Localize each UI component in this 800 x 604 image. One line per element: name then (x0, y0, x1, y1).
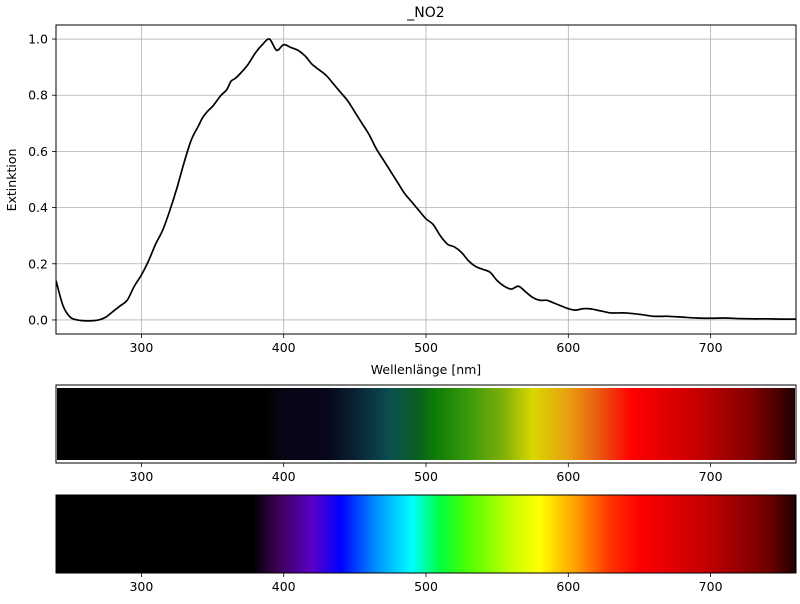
series-layer (56, 38, 796, 322)
x-axis-label: Wellenlänge [nm] (371, 362, 481, 377)
strip-gradient (57, 388, 795, 460)
y-tick-label: 0.6 (28, 144, 48, 159)
y-tick-label: 0.4 (28, 200, 48, 215)
x-tick-label: 700 (699, 579, 723, 594)
y-axis-label: Extinktion (4, 149, 19, 212)
x-tick-label: 600 (556, 340, 580, 355)
x-tick-label: 700 (699, 340, 723, 355)
y-tick-label: 0.0 (28, 312, 48, 327)
y-tick-label: 0.2 (28, 256, 48, 271)
y-tick-label: 1.0 (28, 32, 48, 47)
x-tick-label: 700 (699, 469, 723, 484)
x-tick-label: 400 (272, 340, 296, 355)
strip-gradient (56, 495, 796, 573)
x-tick-label: 400 (272, 469, 296, 484)
strip-x-ticks: 300 400 500 600 700 (129, 463, 723, 484)
strip-x-ticks: 300 400 500 600 700 (129, 573, 723, 594)
x-tick-label: 400 (272, 579, 296, 594)
y-tick-label: 0.8 (28, 88, 48, 103)
x-tick-label: 500 (414, 469, 438, 484)
x-tick-label: 300 (129, 340, 153, 355)
grid-lines (56, 25, 796, 334)
series-line (56, 38, 796, 322)
absorption-spectrum-strip: 300 400 500 600 700 (55, 384, 797, 484)
x-tick-label: 500 (414, 579, 438, 594)
x-axis-ticks: 300 400 500 600 700 (129, 334, 723, 355)
absorption-line-chart: 300 400 500 600 700 0.00.20.40.60.81.0 _NO2 … (4, 5, 797, 377)
x-tick-label: 500 (414, 340, 438, 355)
x-tick-label: 300 (129, 469, 153, 484)
reference-spectrum-strip: 300 400 500 600 700 (55, 494, 797, 594)
chart-title: _NO2 (406, 5, 444, 21)
x-tick-label: 300 (129, 579, 153, 594)
x-tick-label: 600 (556, 469, 580, 484)
y-axis-ticks: 0.0 0.2 0.4 0.6 0.8 1.0 (28, 32, 56, 327)
x-tick-label: 600 (556, 579, 580, 594)
